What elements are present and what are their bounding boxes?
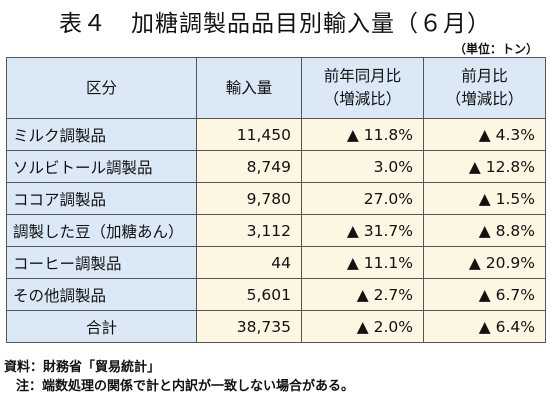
row-volume: 11,450 [196,118,302,151]
row-yoy: 3.0% [301,150,424,183]
row-volume: 9,780 [196,182,302,215]
row-yoy: ▲ 11.8% [301,118,424,151]
row-name: ココア調製品 [6,182,197,215]
header-yoy: 前年同月比 （増減比） [301,57,424,119]
table-row: 調製した豆（加糖あん） 3,112 ▲ 31.7% ▲ 8.8% [6,214,546,247]
table-row: その他調製品 5,601 ▲ 2.7% ▲ 6.7% [6,278,546,311]
row-volume: 44 [196,246,302,279]
row-volume: 8,749 [196,150,302,183]
row-mom: ▲ 12.8% [423,150,546,183]
row-mom: ▲ 1.5% [423,182,546,215]
table-total-row: 合計 38,735 ▲ 2.0% ▲ 6.4% [6,310,546,343]
row-yoy: ▲ 2.7% [301,278,424,311]
row-name: コーヒー調製品 [6,246,197,279]
row-volume: 5,601 [196,278,302,311]
total-label: 合計 [6,310,197,343]
row-name: 調製した豆（加糖あん） [6,214,197,247]
unit-label: （単位：トン） [453,42,538,56]
page-title: 表４ 加糖調製品品目別輸入量（６月） [59,11,491,37]
header-yoy-line2: （増減比） [323,90,402,108]
table-header-row: 区分 輸入量 前年同月比 （増減比） 前月比 （増減比） [6,57,546,119]
row-volume: 3,112 [196,214,302,247]
table-row: ソルビトール調製品 8,749 3.0% ▲ 12.8% [6,150,546,183]
table-row: コーヒー調製品 44 ▲ 11.1% ▲ 20.9% [6,246,546,279]
header-yoy-line1: 前年同月比 [323,67,402,85]
header-mom-line1: 前月比 [461,67,508,85]
row-name: ソルビトール調製品 [6,150,197,183]
row-yoy: ▲ 31.7% [301,214,424,247]
row-name: ミルク調製品 [6,118,197,151]
footnotes: 資料：財務省「貿易統計」 注：端数処理の関係で計と内訳が一致しない場合がある。 [4,358,354,396]
total-yoy: ▲ 2.0% [301,310,424,343]
header-category: 区分 [6,57,197,119]
row-yoy: 27.0% [301,182,424,215]
header-mom-line2: （増減比） [445,90,524,108]
rounding-note: 注：端数処理の関係で計と内訳が一致しない場合がある。 [16,379,355,394]
table-row: ミルク調製品 11,450 ▲ 11.8% ▲ 4.3% [6,118,546,151]
row-mom: ▲ 20.9% [423,246,546,279]
header-volume: 輸入量 [196,57,302,119]
total-mom: ▲ 6.4% [423,310,546,343]
source-note: 資料：財務省「貿易統計」 [4,360,161,375]
row-name: その他調製品 [6,278,197,311]
row-yoy: ▲ 11.1% [301,246,424,279]
header-mom: 前月比 （増減比） [423,57,546,119]
import-volume-table: 区分 輸入量 前年同月比 （増減比） 前月比 （増減比） ミルク調製品 11,4… [6,57,546,343]
row-mom: ▲ 4.3% [423,118,546,151]
row-mom: ▲ 8.8% [423,214,546,247]
total-volume: 38,735 [196,310,302,343]
row-mom: ▲ 6.7% [423,278,546,311]
table-row: ココア調製品 9,780 27.0% ▲ 1.5% [6,182,546,215]
